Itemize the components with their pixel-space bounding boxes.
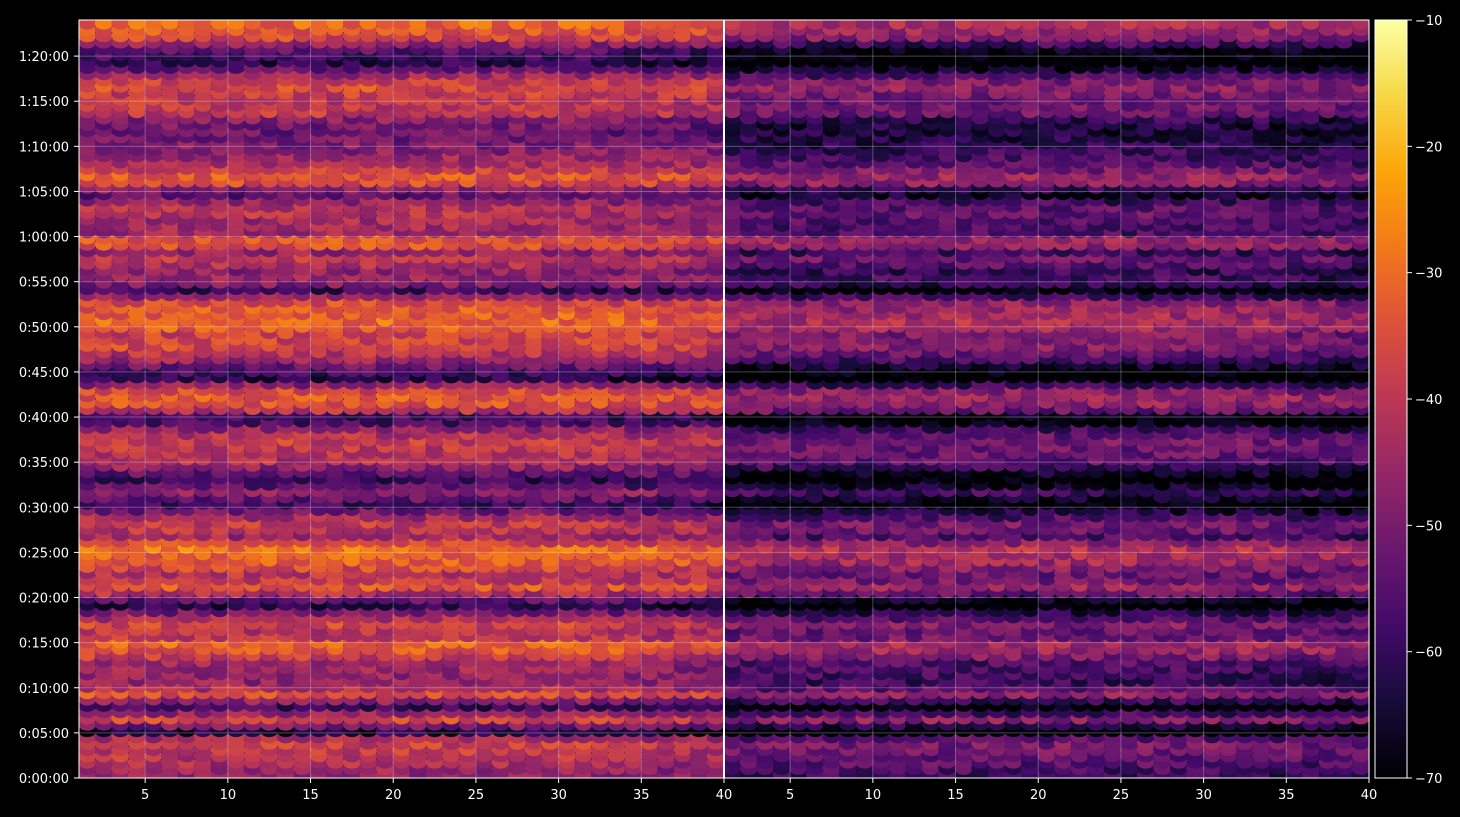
heatmap-cell	[194, 20, 212, 30]
heatmap-cell	[342, 20, 361, 30]
heatmap-cell	[458, 20, 477, 30]
heatmap-cell	[79, 20, 97, 30]
heatmap-cell	[409, 20, 427, 30]
heatmap-cell	[442, 20, 461, 30]
heatmap-cell	[657, 20, 676, 30]
heatmap-cell	[111, 20, 130, 30]
heatmap-cell	[227, 20, 246, 30]
heatmap-cell	[640, 20, 659, 30]
heatmap-cell	[177, 20, 196, 30]
heatmap-cell	[690, 20, 709, 30]
heatmap-cell	[425, 20, 444, 30]
heatmap-cell	[326, 20, 345, 30]
heatmap-cell	[144, 20, 163, 30]
heatmap-cell	[557, 20, 576, 30]
heatmap-cell	[260, 20, 279, 30]
heatmap-cell	[309, 20, 328, 30]
heatmap-cell	[94, 20, 113, 30]
heatmap-cell	[243, 20, 262, 30]
heatmap-cell	[359, 20, 378, 30]
heatmap-cell	[276, 20, 295, 30]
heatmap-cell	[624, 20, 642, 30]
heatmap-cell	[607, 20, 626, 30]
heatmap-cell	[574, 20, 593, 30]
heatmap-cell	[161, 20, 179, 30]
heatmap-cell	[673, 20, 692, 30]
heatmap-cell	[127, 20, 146, 30]
heatmap-cell	[293, 20, 312, 30]
heatmap-cell	[524, 20, 543, 30]
heatmap-cell	[392, 20, 411, 30]
heatmap-marks	[79, 20, 1369, 778]
heatmap-cell	[508, 20, 527, 30]
heatmap-cell	[475, 20, 494, 30]
heatmap-cell	[591, 20, 609, 30]
heatmap-cell	[210, 20, 229, 30]
heatmap-cell	[376, 20, 394, 30]
heatmap-cell	[541, 20, 560, 30]
heatmap-cell	[706, 20, 725, 30]
heatmap-cell	[491, 20, 510, 30]
